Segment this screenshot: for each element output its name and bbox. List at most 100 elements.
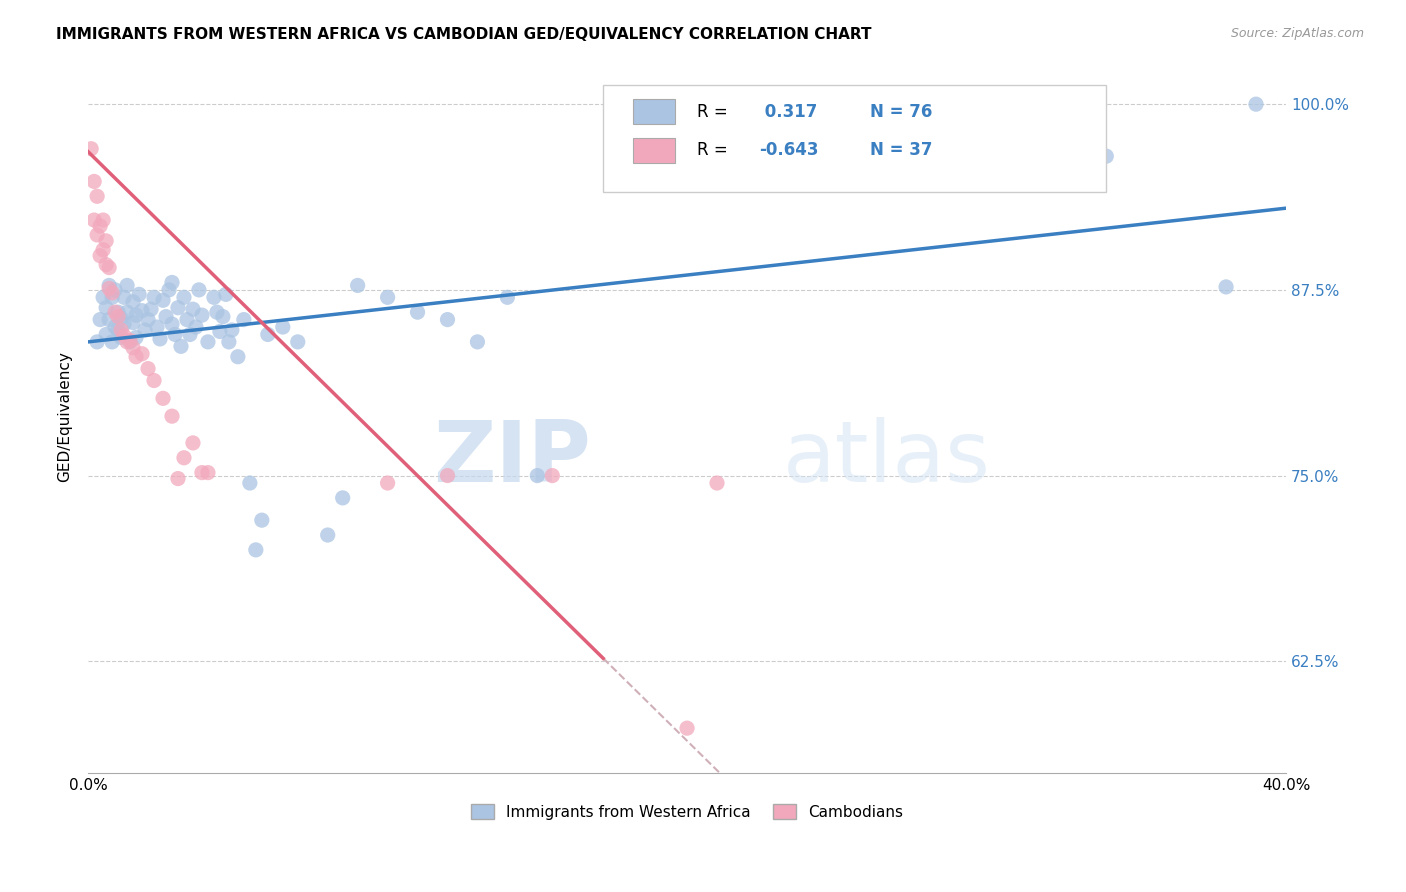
Point: [89, 219, 111, 233]
Point: [170, 339, 193, 353]
Point: [86, 334, 108, 349]
Point: [160, 317, 183, 331]
Point: [120, 334, 142, 348]
Point: [89, 312, 111, 326]
Point: [467, 334, 489, 349]
Point: [134, 323, 156, 337]
Point: [83, 174, 105, 188]
Point: [406, 305, 429, 319]
Point: [91, 213, 114, 227]
Text: 0.317: 0.317: [759, 103, 817, 120]
Point: [94, 327, 117, 342]
Point: [1215, 280, 1237, 294]
Point: [131, 303, 153, 318]
Text: N = 37: N = 37: [870, 141, 932, 159]
Point: [179, 327, 201, 342]
Point: [86, 227, 108, 242]
Point: [332, 491, 354, 505]
Point: [128, 287, 150, 301]
Text: N = 76: N = 76: [870, 103, 932, 120]
Point: [86, 189, 108, 203]
Text: IMMIGRANTS FROM WESTERN AFRICA VS CAMBODIAN GED/EQUIVALENCY CORRELATION CHART: IMMIGRANTS FROM WESTERN AFRICA VS CAMBOD…: [56, 27, 872, 42]
Point: [101, 290, 124, 304]
Point: [215, 287, 238, 301]
Point: [167, 472, 190, 486]
Point: [1095, 149, 1118, 163]
Point: [122, 341, 145, 355]
Legend: Immigrants from Western Africa, Cambodians: Immigrants from Western Africa, Cambodia…: [464, 797, 910, 826]
Point: [221, 323, 243, 337]
Point: [112, 329, 135, 343]
Point: [208, 325, 231, 339]
Point: [112, 317, 135, 331]
Point: [250, 513, 273, 527]
FancyBboxPatch shape: [633, 99, 675, 124]
FancyBboxPatch shape: [633, 137, 675, 162]
Point: [202, 290, 225, 304]
Point: [526, 468, 548, 483]
Point: [218, 334, 240, 349]
Point: [115, 305, 138, 319]
Point: [436, 468, 458, 483]
Text: -0.643: -0.643: [759, 141, 818, 159]
Point: [541, 468, 564, 483]
Point: [226, 350, 249, 364]
Point: [163, 327, 186, 342]
Point: [191, 308, 214, 322]
Text: R =: R =: [696, 103, 733, 120]
Point: [1244, 97, 1267, 112]
Point: [496, 290, 519, 304]
Point: [143, 290, 166, 304]
Text: R =: R =: [696, 141, 733, 159]
Point: [94, 234, 117, 248]
Point: [101, 285, 124, 300]
Point: [188, 283, 211, 297]
Text: ZIP: ZIP: [433, 417, 592, 500]
Point: [104, 305, 127, 319]
Point: [83, 213, 105, 227]
Point: [143, 374, 166, 388]
Point: [157, 283, 180, 297]
Point: [346, 278, 368, 293]
Point: [136, 361, 159, 376]
Point: [104, 283, 127, 297]
Point: [94, 301, 117, 315]
Point: [122, 316, 145, 330]
Point: [197, 466, 219, 480]
Point: [160, 276, 183, 290]
Point: [94, 258, 117, 272]
Point: [104, 320, 127, 334]
Point: [205, 305, 228, 319]
Point: [107, 305, 129, 319]
Point: [149, 332, 172, 346]
Point: [146, 320, 169, 334]
Y-axis label: GED/Equivalency: GED/Equivalency: [58, 351, 72, 482]
Point: [976, 97, 998, 112]
Point: [115, 278, 138, 293]
Point: [120, 334, 142, 349]
Point: [101, 334, 124, 349]
Point: [125, 308, 148, 322]
Point: [125, 330, 148, 344]
Point: [107, 310, 129, 324]
Point: [155, 310, 177, 324]
Point: [197, 334, 219, 349]
Point: [152, 392, 174, 406]
Point: [98, 278, 121, 293]
Point: [91, 290, 114, 304]
Point: [436, 312, 458, 326]
Point: [160, 409, 183, 424]
Point: [98, 312, 121, 326]
Point: [110, 330, 132, 344]
Point: [80, 142, 103, 156]
Point: [212, 310, 235, 324]
Point: [316, 528, 339, 542]
Point: [245, 542, 267, 557]
Point: [152, 293, 174, 308]
Point: [115, 334, 138, 349]
Point: [107, 323, 129, 337]
Point: [173, 290, 195, 304]
Point: [173, 450, 195, 465]
Text: Source: ZipAtlas.com: Source: ZipAtlas.com: [1230, 27, 1364, 40]
Point: [110, 311, 132, 326]
